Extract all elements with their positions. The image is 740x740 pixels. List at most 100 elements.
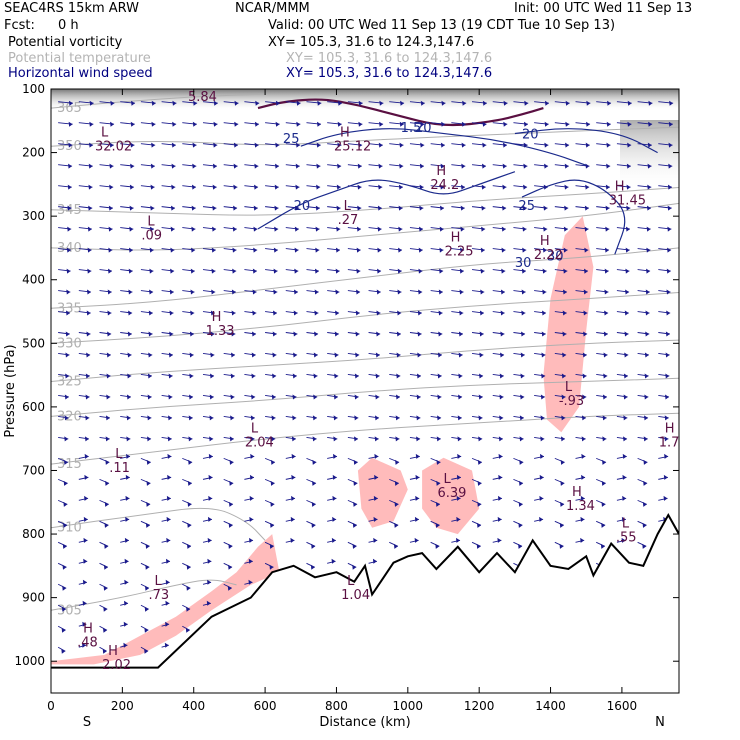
wind-vector-head (151, 100, 156, 106)
wind-vector-head (211, 268, 216, 274)
wind-vector-head (127, 352, 132, 358)
wind-vector-head (67, 226, 72, 232)
y-tick-label: 300 (22, 209, 45, 223)
high-marker: H (615, 180, 625, 195)
wind-vector-head (273, 268, 278, 274)
theta-contour (51, 187, 679, 216)
wind-vector-head (233, 205, 238, 211)
wind-vector-head (128, 268, 133, 274)
wind-vector-head (456, 537, 461, 543)
wind-vector-head (273, 289, 278, 295)
wind-vector-head (603, 373, 608, 379)
wind-vector-head (623, 436, 628, 442)
wind-vector-head (416, 415, 421, 421)
wind-vector-head (167, 474, 172, 480)
wind-vector-head (606, 163, 611, 169)
wind-vector-head (379, 121, 384, 127)
wind-vector-head (84, 436, 89, 442)
wind-vector-head (207, 579, 212, 585)
wind-speed-contour (521, 179, 626, 255)
theta-contour (51, 126, 679, 147)
wind-vector-head (502, 142, 507, 148)
wind-vector-head (665, 352, 670, 358)
wind-contour-label: 20 (522, 128, 539, 143)
wind-vector-head (333, 394, 338, 400)
y-tick-label: 600 (22, 400, 45, 414)
wind-vector-head (269, 543, 274, 549)
wind-vector-head (191, 184, 196, 190)
high-marker: H (212, 310, 222, 325)
wind-vector-head (82, 600, 87, 606)
north-end-label: N (655, 715, 665, 730)
wind-vector-head (457, 436, 462, 442)
wind-vector-head (562, 310, 567, 316)
wind-vector-head (62, 564, 67, 570)
wind-vector-head (622, 474, 627, 480)
wind-vector-head (186, 543, 191, 549)
wind-vector-head (313, 352, 318, 358)
extremum-value: 1.7 (659, 435, 680, 450)
wind-vector-head (436, 480, 441, 486)
wind-vector-head (643, 480, 648, 486)
wind-vector-head (559, 522, 564, 528)
wind-vector-head (666, 310, 671, 316)
wind-vector-head (63, 480, 68, 486)
wind-vector-head (544, 100, 549, 106)
wind-vector-head (336, 226, 341, 232)
wind-vector-head (212, 163, 217, 169)
wind-vector-head (229, 459, 234, 465)
wind-vector-head (228, 522, 233, 528)
wind-vector-head (332, 516, 337, 522)
wind-vector-head (502, 163, 507, 169)
wind-vector-head (314, 310, 319, 316)
wind-vector-head (188, 459, 193, 465)
wind-vector-head (107, 331, 112, 337)
wind-vector-head (232, 247, 237, 253)
wind-vector-head (419, 163, 424, 169)
wind-vector-head (627, 100, 632, 106)
wind-vector-head (624, 331, 629, 337)
wind-vector-head (249, 495, 254, 501)
wind-vector-head (353, 480, 358, 486)
wind-vector-head (251, 352, 256, 358)
wind-vector-head (166, 537, 171, 543)
extremum-value: 2.22 (534, 248, 563, 263)
wind-vector-head (189, 394, 194, 400)
wind-vector-head (627, 121, 632, 127)
wind-vector-head (311, 501, 316, 507)
wind-vector-head (540, 415, 545, 421)
wind-vector-head (396, 331, 401, 337)
wind-vector-head (248, 558, 253, 564)
wind-vector-head (190, 268, 195, 274)
x-axis-label: Distance (km) (319, 715, 410, 730)
wind-vector-head (668, 121, 673, 127)
wind-vector-head (396, 352, 401, 358)
wind-vector-head (191, 226, 196, 232)
wind-vector-head (332, 495, 337, 501)
wind-vector-head (314, 268, 319, 274)
wind-vector-head (333, 415, 338, 421)
wind-vector-head (210, 331, 215, 337)
extremum-value: 2.04 (245, 435, 274, 450)
wind-vector-head (374, 415, 379, 421)
wind-vector-head (458, 331, 463, 337)
wind-vector-head (87, 289, 92, 295)
wind-vector-head (313, 394, 318, 400)
wind-vector-head (67, 205, 72, 211)
wind-vector-head (398, 226, 403, 232)
wind-vector-head (165, 558, 170, 564)
wind-vector-head (149, 268, 154, 274)
wind-vector-head (374, 436, 379, 442)
extremum-value: -.93 (559, 394, 584, 409)
wind-vector-head (560, 501, 565, 507)
wind-vector-head (356, 268, 361, 274)
wind-vector-head (83, 558, 88, 564)
wind-vector-head (582, 394, 587, 400)
wind-vector-head (292, 394, 297, 400)
wind-vector-head (357, 205, 362, 211)
wind-vector-head (523, 163, 528, 169)
wind-vector-head (164, 642, 169, 648)
wind-vector-head (418, 247, 423, 253)
theta-contour (51, 202, 679, 251)
wind-vector-head (642, 501, 647, 507)
